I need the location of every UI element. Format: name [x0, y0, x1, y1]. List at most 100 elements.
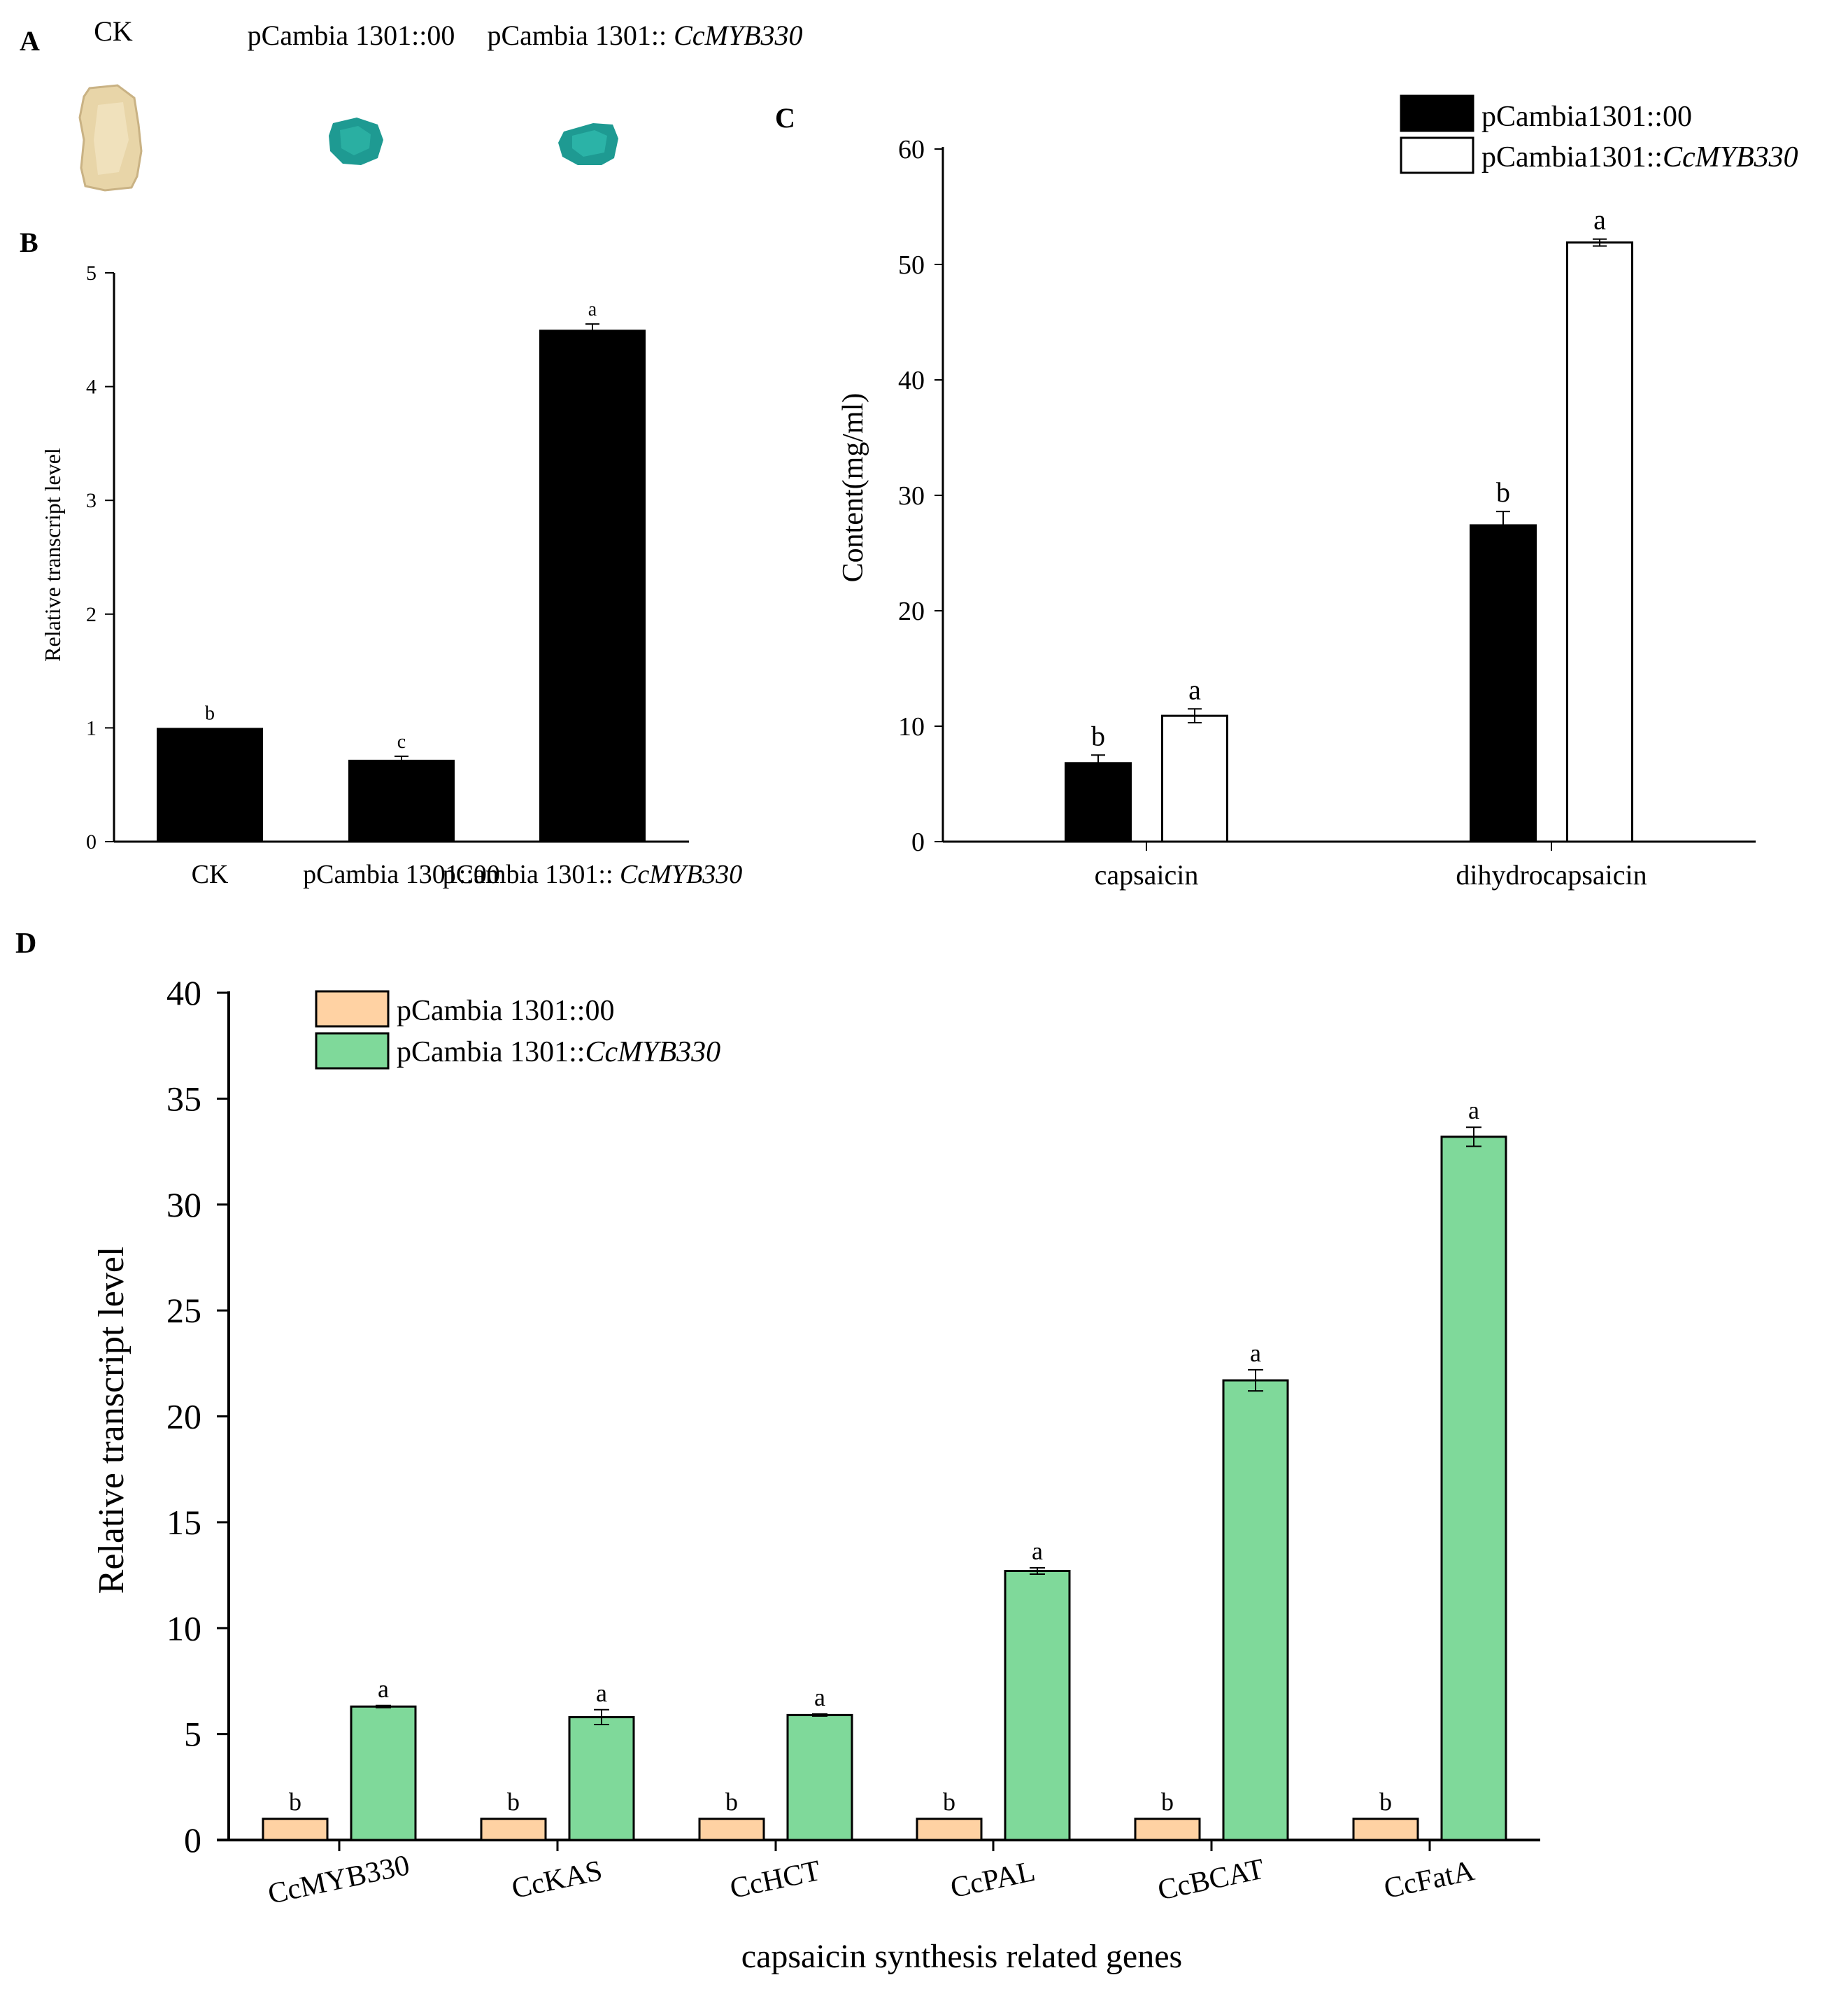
- panel-c-significance-label: b: [1091, 720, 1105, 751]
- panel-d-significance-label: b: [943, 1788, 955, 1816]
- panel-d-x-axis-label: capsaicin synthesis related genes: [741, 1938, 1182, 1975]
- panel-d-y-ticks: 0 5 10 15 20 25 30 35 40: [166, 973, 229, 1860]
- panel-c-category-label: dihydrocapsaicin: [1456, 859, 1647, 891]
- panel-b-significance-label: b: [205, 702, 215, 724]
- panel-d-category-label: CcPAL: [948, 1855, 1038, 1904]
- panel-d-y-tick-label: 5: [184, 1715, 201, 1754]
- panel-d-bar: [698, 1818, 765, 1841]
- panel-d-significance-label: a: [814, 1683, 825, 1711]
- panel-b-y-tick-label: 0: [86, 830, 97, 854]
- panel-d-category-label: CcKAS: [509, 1855, 605, 1905]
- panel-d: D Relative transcript level capsaicin sy…: [15, 928, 1540, 1975]
- panel-b-y-axis-label: Relative transcript level: [40, 448, 65, 662]
- panel-c-y-tick-label: 0: [911, 828, 925, 857]
- panel-d-categories: CcMYB330 CcKAS CcHCT CcPAL CcBCAT CcFatA: [265, 1840, 1478, 1911]
- empty-vector-tissue-highlight: [340, 126, 371, 155]
- panel-d-bar: [1440, 1135, 1507, 1841]
- panel-c-y-ticks: 0 10 20 30 40 50 60: [898, 135, 943, 857]
- panel-b-category-label: CK: [192, 860, 229, 889]
- panel-c-bar: [1065, 762, 1132, 843]
- panel-d-legend-swatch-empty-vector: [315, 990, 390, 1028]
- panel-d-y-axis-label: Relative transcript level: [92, 1247, 132, 1594]
- panel-d-y-tick-label: 30: [166, 1185, 201, 1224]
- panel-d-y-tick-label: 15: [166, 1503, 201, 1542]
- panel-d-y-tick-label: 0: [184, 1820, 201, 1860]
- panel-d-category-label: CcFatA: [1381, 1855, 1478, 1905]
- panel-d-significance-label: b: [1161, 1788, 1174, 1816]
- panel-b-y-tick-label: 1: [86, 716, 97, 739]
- panel-b-y-tick-label: 4: [86, 376, 97, 399]
- panel-d-y-tick-label: 25: [166, 1291, 201, 1330]
- panel-b-category-label: pCambia 1301:: CcMYB330: [443, 860, 743, 889]
- panel-b-bar: [348, 759, 455, 842]
- overexpression-tissue-highlight: [572, 130, 607, 157]
- panel-c-letter: C: [775, 102, 795, 134]
- panel-d-significance-label: a: [1468, 1096, 1479, 1124]
- panel-d-significance-label: b: [289, 1788, 301, 1816]
- panel-b-bars: b c a: [157, 299, 646, 842]
- panel-d-significance-label: a: [596, 1679, 607, 1707]
- panel-d-category-label: CcHCT: [727, 1855, 823, 1905]
- panel-c-legend-swatch-empty-vector: [1400, 94, 1474, 132]
- panel-c-y-tick-label: 60: [898, 135, 925, 164]
- panel-b-bar: [157, 728, 263, 842]
- panel-d-y-tick-label: 35: [166, 1079, 201, 1118]
- panel-d-bar: [1004, 1570, 1071, 1841]
- panel-b-category-label: pCambia 1301::00: [303, 860, 500, 889]
- panel-d-significance-label: b: [1379, 1788, 1392, 1816]
- panel-d-significance-label: a: [1250, 1339, 1261, 1367]
- panel-b: B Relative transcript level 0 1 2 3 4 5 b c a C…: [20, 227, 742, 889]
- panel-b-y-tick-label: 2: [86, 603, 97, 626]
- panel-c-significance-label: a: [1593, 204, 1606, 236]
- panel-d-y-tick-label: 10: [166, 1608, 201, 1648]
- panel-c-bar: [1470, 524, 1537, 843]
- panel-b-y-tick-label: 3: [86, 489, 97, 512]
- panel-c-legend-label-overexpression: pCambia1301::CcMYB330: [1481, 141, 1798, 174]
- panel-c-y-axis-label: Content(mg/ml): [837, 393, 869, 583]
- panel-c: C Content(mg/ml) 0 10 20 30 40 50 60 b b a a caps…: [775, 94, 1798, 891]
- panel-b-y-ticks: 0 1 2 3 4 5: [86, 262, 114, 854]
- panel-d-legend-label-empty-vector: pCambia 1301::00: [397, 995, 614, 1027]
- panel-d-legend-label-overexpression: pCambia 1301::CcMYB330: [397, 1036, 720, 1068]
- panel-b-bar: [539, 330, 646, 842]
- panel-b-y-tick-label: 5: [86, 262, 97, 285]
- panel-c-significance-label: b: [1496, 476, 1510, 508]
- panel-d-significance-label: a: [378, 1675, 389, 1703]
- panel-c-y-tick-label: 20: [898, 597, 925, 626]
- panel-d-bars: b b b b b b a a a a a a: [262, 1096, 1507, 1841]
- panel-c-bars: b b a a: [1065, 204, 1633, 843]
- panel-c-bar: [1161, 714, 1228, 843]
- panel-a-letter: A: [20, 25, 40, 57]
- panel-d-bar: [786, 1713, 853, 1841]
- panel-d-y-tick-label: 20: [166, 1397, 201, 1436]
- panel-d-bar: [262, 1818, 329, 1841]
- panel-c-significance-label: a: [1188, 674, 1201, 705]
- panel-d-letter: D: [15, 928, 36, 960]
- panel-d-y-tick-label: 40: [166, 973, 201, 1012]
- panel-d-bar: [1134, 1818, 1201, 1841]
- panel-c-y-tick-label: 50: [898, 250, 925, 280]
- panel-c-legend: pCambia1301::00 pCambia1301::CcMYB330: [1400, 94, 1798, 174]
- panel-d-bar: [350, 1705, 417, 1841]
- panel-d-bar: [480, 1818, 547, 1841]
- panel-d-bar: [568, 1715, 635, 1841]
- panel-c-categories: capsaicin dihydrocapsaicin: [1095, 842, 1647, 891]
- panel-c-category-label: capsaicin: [1095, 859, 1199, 891]
- panel-a-label-ck: CK: [94, 15, 133, 47]
- panel-d-bar: [916, 1818, 983, 1841]
- panel-d-significance-label: b: [507, 1788, 520, 1816]
- panel-d-legend: pCambia 1301::00 pCambia 1301::CcMYB330: [315, 990, 720, 1070]
- panel-d-bar: [1222, 1379, 1289, 1841]
- panel-d-legend-swatch-overexpression: [315, 1032, 390, 1070]
- panel-b-significance-label: c: [397, 731, 406, 753]
- ck-tissue-highlight: [94, 102, 129, 175]
- panel-c-y-tick-label: 40: [898, 366, 925, 395]
- panel-b-significance-label: a: [588, 299, 597, 320]
- panel-b-letter: B: [20, 227, 38, 258]
- panel-c-bar: [1566, 241, 1633, 843]
- panel-d-significance-label: a: [1032, 1537, 1043, 1565]
- panel-a-label-overexpression: pCambia 1301:: CcMYB330: [487, 20, 802, 51]
- panel-c-y-tick-label: 30: [898, 481, 925, 511]
